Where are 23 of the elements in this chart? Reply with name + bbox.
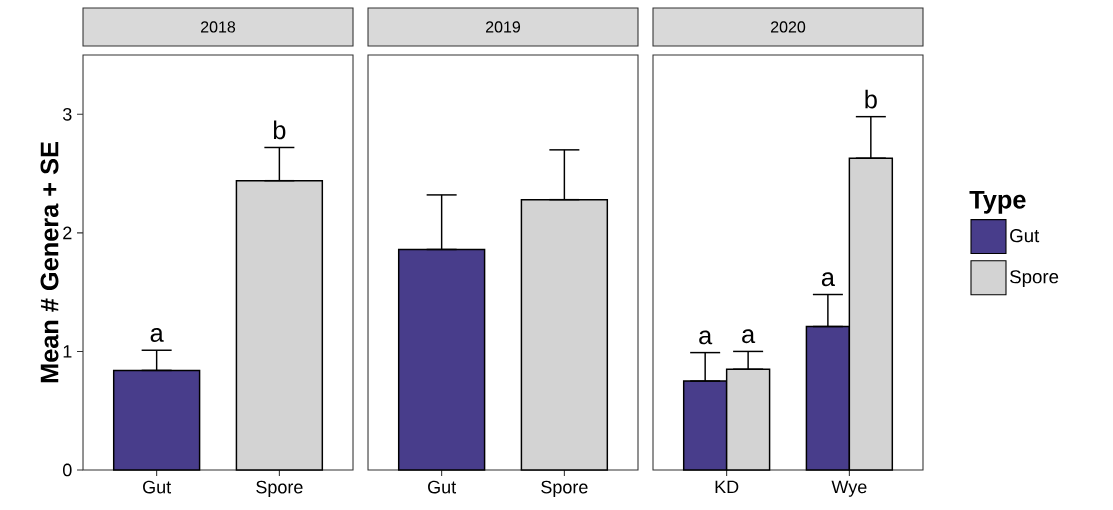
data-label: a	[821, 272, 835, 287]
chart-title: 2019	[486, 21, 521, 33]
y-tick-label: 3	[62, 107, 72, 121]
data-label: a	[699, 330, 713, 345]
y-tick-label: 2	[63, 226, 72, 240]
data-label: a	[150, 328, 164, 342]
x-tick-label: Spore	[541, 480, 588, 498]
chart-title: 2018	[201, 21, 236, 33]
legend-label: Gut	[1010, 229, 1040, 243]
y-axis-title: Mean # Genera + SE	[40, 142, 59, 383]
x-tick-label: Wye	[831, 480, 867, 497]
x-tick-label: Gut	[143, 480, 172, 494]
chart-title: 2020	[771, 21, 806, 33]
data-label: b	[273, 120, 286, 140]
legend-label: Spore	[1010, 270, 1059, 288]
legend-title: Type	[969, 190, 1026, 214]
x-tick-label: Spore	[256, 480, 303, 498]
data-label: a	[742, 329, 756, 344]
y-tick-label: 1	[63, 345, 72, 358]
x-tick-label: Gut	[428, 480, 457, 494]
data-label: b	[865, 89, 877, 109]
x-tick-label: KD	[715, 480, 739, 494]
y-tick-label: 0	[63, 463, 72, 477]
